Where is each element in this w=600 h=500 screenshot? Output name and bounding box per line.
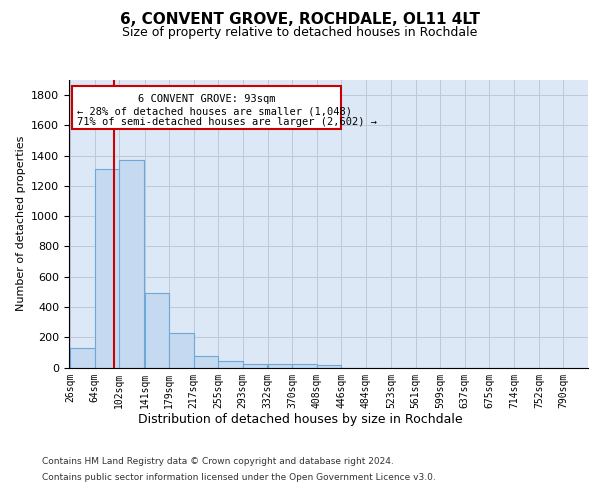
Bar: [194, 356, 218, 368]
Bar: [317, 365, 341, 368]
Bar: [95, 170, 119, 368]
Bar: [268, 364, 292, 368]
Bar: [218, 360, 242, 368]
Text: 6 CONVENT GROVE: 93sqm: 6 CONVENT GROVE: 93sqm: [138, 94, 275, 104]
Text: Contains HM Land Registry data © Crown copyright and database right 2024.: Contains HM Land Registry data © Crown c…: [42, 458, 394, 466]
Text: Size of property relative to detached houses in Rochdale: Size of property relative to detached ho…: [122, 26, 478, 39]
Text: 71% of semi-detached houses are larger (2,602) →: 71% of semi-detached houses are larger (…: [77, 117, 377, 127]
Bar: [70, 348, 95, 368]
Text: ← 28% of detached houses are smaller (1,048): ← 28% of detached houses are smaller (1,…: [77, 106, 352, 117]
Text: Distribution of detached houses by size in Rochdale: Distribution of detached houses by size …: [137, 412, 463, 426]
Y-axis label: Number of detached properties: Number of detached properties: [16, 136, 26, 312]
Bar: [119, 160, 144, 368]
FancyBboxPatch shape: [71, 86, 341, 129]
Bar: [242, 364, 267, 368]
Text: Contains public sector information licensed under the Open Government Licence v3: Contains public sector information licen…: [42, 472, 436, 482]
Bar: [292, 364, 317, 368]
Bar: [169, 334, 194, 368]
Bar: [145, 294, 169, 368]
Text: 6, CONVENT GROVE, ROCHDALE, OL11 4LT: 6, CONVENT GROVE, ROCHDALE, OL11 4LT: [120, 12, 480, 28]
